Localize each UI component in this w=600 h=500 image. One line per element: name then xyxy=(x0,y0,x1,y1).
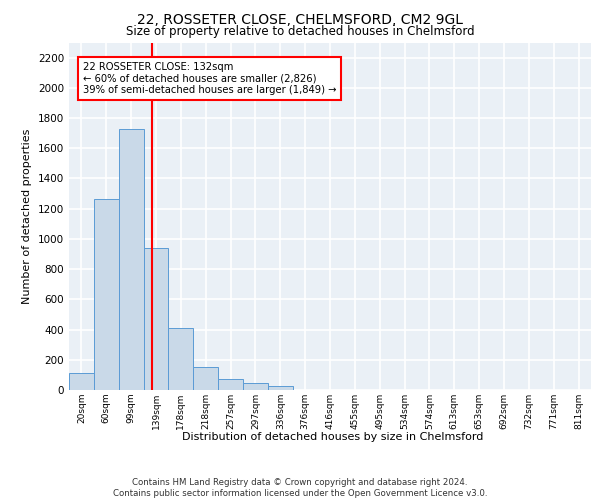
Bar xyxy=(169,328,193,390)
Bar xyxy=(69,374,94,390)
Bar xyxy=(193,366,218,390)
Text: Distribution of detached houses by size in Chelmsford: Distribution of detached houses by size … xyxy=(182,432,484,442)
Text: 22, ROSSETER CLOSE, CHELMSFORD, CM2 9GL: 22, ROSSETER CLOSE, CHELMSFORD, CM2 9GL xyxy=(137,12,463,26)
Bar xyxy=(268,386,293,390)
Bar xyxy=(94,199,119,390)
Text: 22 ROSSETER CLOSE: 132sqm
← 60% of detached houses are smaller (2,826)
39% of se: 22 ROSSETER CLOSE: 132sqm ← 60% of detac… xyxy=(83,62,336,96)
Bar xyxy=(143,248,169,390)
Text: Size of property relative to detached houses in Chelmsford: Size of property relative to detached ho… xyxy=(125,25,475,38)
Y-axis label: Number of detached properties: Number of detached properties xyxy=(22,128,32,304)
Text: Contains HM Land Registry data © Crown copyright and database right 2024.
Contai: Contains HM Land Registry data © Crown c… xyxy=(113,478,487,498)
Bar xyxy=(218,378,243,390)
Bar xyxy=(119,128,143,390)
Bar xyxy=(243,383,268,390)
